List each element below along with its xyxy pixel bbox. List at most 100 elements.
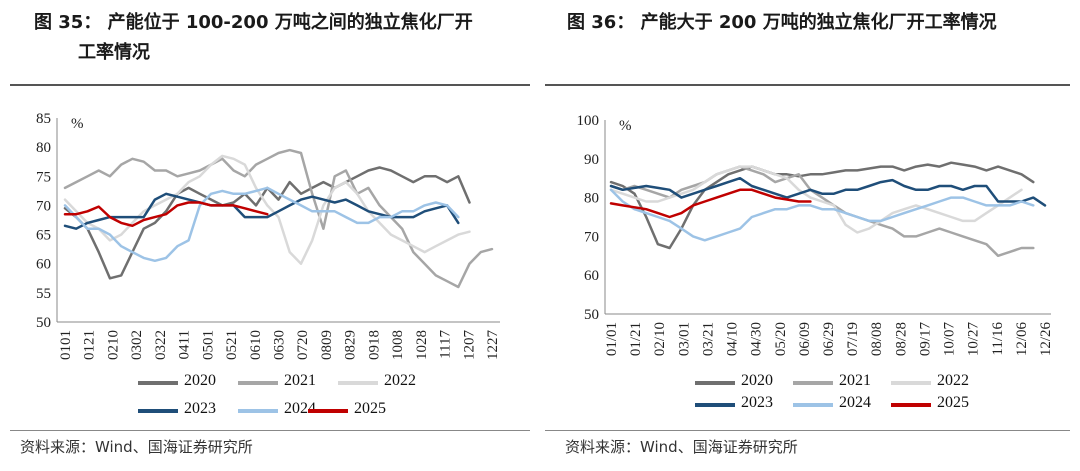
fig36-y-tick-label: 70 xyxy=(584,229,599,245)
figure-35-chart: 85 80 75 70 65 60 55 50% 0101 0121 0210 0302 0322 041… xyxy=(36,111,501,361)
fig35-y-tick-label: 75 xyxy=(36,169,51,185)
figure-35-panel: 图 35： 产能位于 100-200 万吨之间的独立焦化厂开 工率情况 85 80… xyxy=(10,8,530,456)
fig35-y-tick-label: 85 xyxy=(36,111,51,127)
fig35-x-tick-label: 0918 xyxy=(366,330,382,360)
figure-36-title-line1: 图 36： 产能大于 200 万吨的独立焦化厂开工率情况 xyxy=(567,12,997,33)
fig36-legend-swatch-2022 xyxy=(891,381,931,385)
fig35-x-tick-label: 0610 xyxy=(248,330,264,360)
fig36-series-2025 xyxy=(609,188,812,219)
fig35-x-tick-label: 0720 xyxy=(295,330,311,360)
figure-36-top-rule xyxy=(545,84,1070,86)
fig35-y-tick-label: 70 xyxy=(36,198,51,214)
fig35-series-2024 xyxy=(63,186,460,263)
fig36-legend-label-2023: 2023 xyxy=(741,394,773,411)
fig36-legend-swatch-2023 xyxy=(695,403,735,407)
fig35-y-tick-label: 65 xyxy=(36,228,51,244)
fig36-x-tick-label: 11/16 xyxy=(990,322,1006,356)
fig35-legend-swatch-2025 xyxy=(308,409,348,413)
fig36-x-tick-label: 03/21 xyxy=(700,322,716,356)
fig36-y-tick-label: 50 xyxy=(584,307,599,323)
figure-36-bottom-rule xyxy=(545,430,1070,431)
fig36-x-tick-label: 04/30 xyxy=(749,322,765,356)
figure-35-bottom-rule xyxy=(10,430,530,431)
fig36-legend-swatch-2025 xyxy=(891,403,931,407)
fig36-legend-label-2022: 2022 xyxy=(937,372,969,389)
fig36-series-2022 xyxy=(609,165,1023,234)
figure-35-source: 资料来源：Wind、国海证券研究所 xyxy=(20,438,253,456)
fig36-legend-label-2021: 2021 xyxy=(839,372,871,389)
fig35-x-tick-label: 0501 xyxy=(200,330,216,360)
fig35-y-tick-label: 60 xyxy=(36,257,51,273)
fig35-y-tick-label: 55 xyxy=(36,286,51,302)
fig35-legend-swatch-2021 xyxy=(238,381,278,385)
fig35-x-tick-label: 1028 xyxy=(414,330,430,360)
figure-35-title-line1: 图 35： 产能位于 100-200 万吨之间的独立焦化厂开 xyxy=(34,12,473,33)
fig35-x-tick-label: 1227 xyxy=(485,330,501,361)
fig35-x-tick-label: 0829 xyxy=(343,330,359,360)
fig36-y-tick-label: 60 xyxy=(584,268,599,284)
fig35-legend-label-2022: 2022 xyxy=(384,372,416,389)
fig36-legend-label-2020: 2020 xyxy=(741,372,773,389)
fig35-x-tick-label: 0411 xyxy=(177,330,193,359)
fig35-legend-swatch-2020 xyxy=(138,381,178,385)
fig35-x-tick-label: 1008 xyxy=(390,330,406,360)
figure-36-title: 图 36： 产能大于 200 万吨的独立焦化厂开工率情况 xyxy=(567,8,997,38)
fig35-legend-label-2021: 2021 xyxy=(284,372,316,389)
fig35-legend-swatch-2023 xyxy=(138,409,178,413)
fig36-x-tick-label: 08/08 xyxy=(869,322,885,356)
fig36-x-tick-label: 02/10 xyxy=(652,322,668,356)
fig36-x-tick-label: 06/29 xyxy=(821,322,837,356)
fig35-x-tick-label: 0809 xyxy=(319,330,335,360)
fig36-legend-swatch-2020 xyxy=(695,381,735,385)
fig35-x-tick-label: 1117 xyxy=(438,330,454,359)
fig36-series-2023 xyxy=(609,176,1047,207)
fig36-x-tick-label: 10/07 xyxy=(942,322,958,357)
fig36-x-tick-label: 01/01 xyxy=(604,322,620,356)
fig36-x-tick-label: 08/28 xyxy=(893,322,909,356)
fig36-unit-label: % xyxy=(619,118,632,134)
fig36-series-2021 xyxy=(609,165,1035,258)
fig36-x-tick-label: 10/27 xyxy=(966,322,982,357)
fig35-legend-swatch-2024 xyxy=(238,409,278,413)
fig36-x-tick-label: 09/17 xyxy=(917,322,933,357)
fig36-series-2020 xyxy=(609,161,1035,250)
figure-35-title: 图 35： 产能位于 100-200 万吨之间的独立焦化厂开 工率情况 xyxy=(34,8,473,68)
fig36-y-tick-label: 100 xyxy=(577,113,600,129)
figure-35-top-rule xyxy=(10,84,530,86)
fig35-y-tick-label: 80 xyxy=(36,140,51,156)
fig35-legend-label-2025: 2025 xyxy=(354,400,386,417)
fig35-x-tick-label: 0302 xyxy=(129,330,145,360)
fig36-x-tick-label: 12/06 xyxy=(1014,322,1030,357)
fig35-x-tick-label: 0521 xyxy=(224,330,240,360)
fig36-x-tick-label: 12/26 xyxy=(1038,322,1054,357)
fig36-x-tick-label: 04/10 xyxy=(725,322,741,356)
fig36-legend-swatch-2021 xyxy=(793,381,833,385)
figure-35-title-line2: 工率情况 xyxy=(78,42,150,63)
fig36-x-tick-label: 05/20 xyxy=(773,322,789,356)
fig35-series-2021 xyxy=(63,148,494,289)
fig35-legend-label-2023: 2023 xyxy=(184,400,216,417)
fig35-x-tick-label: 1207 xyxy=(461,330,477,361)
fig35-series-2025 xyxy=(63,201,269,228)
fig36-x-tick-label: 01/21 xyxy=(628,322,644,356)
fig35-legend-label-2020: 2020 xyxy=(184,372,216,389)
fig35-x-tick-label: 0210 xyxy=(105,330,121,360)
fig36-x-tick-label: 07/19 xyxy=(845,322,861,356)
fig36-legend-label-2025: 2025 xyxy=(937,394,969,411)
fig35-y-tick-label: 50 xyxy=(36,315,51,331)
fig36-x-tick-label: 06/09 xyxy=(797,322,813,356)
figure-36-source: 资料来源：Wind、国海证券研究所 xyxy=(565,438,798,456)
fig36-x-tick-label: 03/01 xyxy=(676,322,692,356)
fig35-series-2022 xyxy=(63,154,471,265)
fig36-y-tick-label: 80 xyxy=(584,191,599,207)
figure-36-chart: 100 90 80 70 60 50% 01/01 01/21 02/10 03/01 03/21 0… xyxy=(577,113,1055,357)
fig35-unit-label: % xyxy=(71,116,84,132)
fig35-x-tick-label: 0630 xyxy=(272,330,288,360)
fig35-legend-swatch-2022 xyxy=(338,381,378,385)
fig36-legend-swatch-2024 xyxy=(793,403,833,407)
fig36-legend-label-2024: 2024 xyxy=(839,394,871,411)
figure-36-panel: 图 36： 产能大于 200 万吨的独立焦化厂开工率情况 100 90 80 70 60… xyxy=(545,0,1080,471)
fig35-x-tick-label: 0121 xyxy=(82,330,98,360)
fig35-x-tick-label: 0322 xyxy=(153,330,169,360)
fig36-series-2024 xyxy=(609,188,1035,242)
